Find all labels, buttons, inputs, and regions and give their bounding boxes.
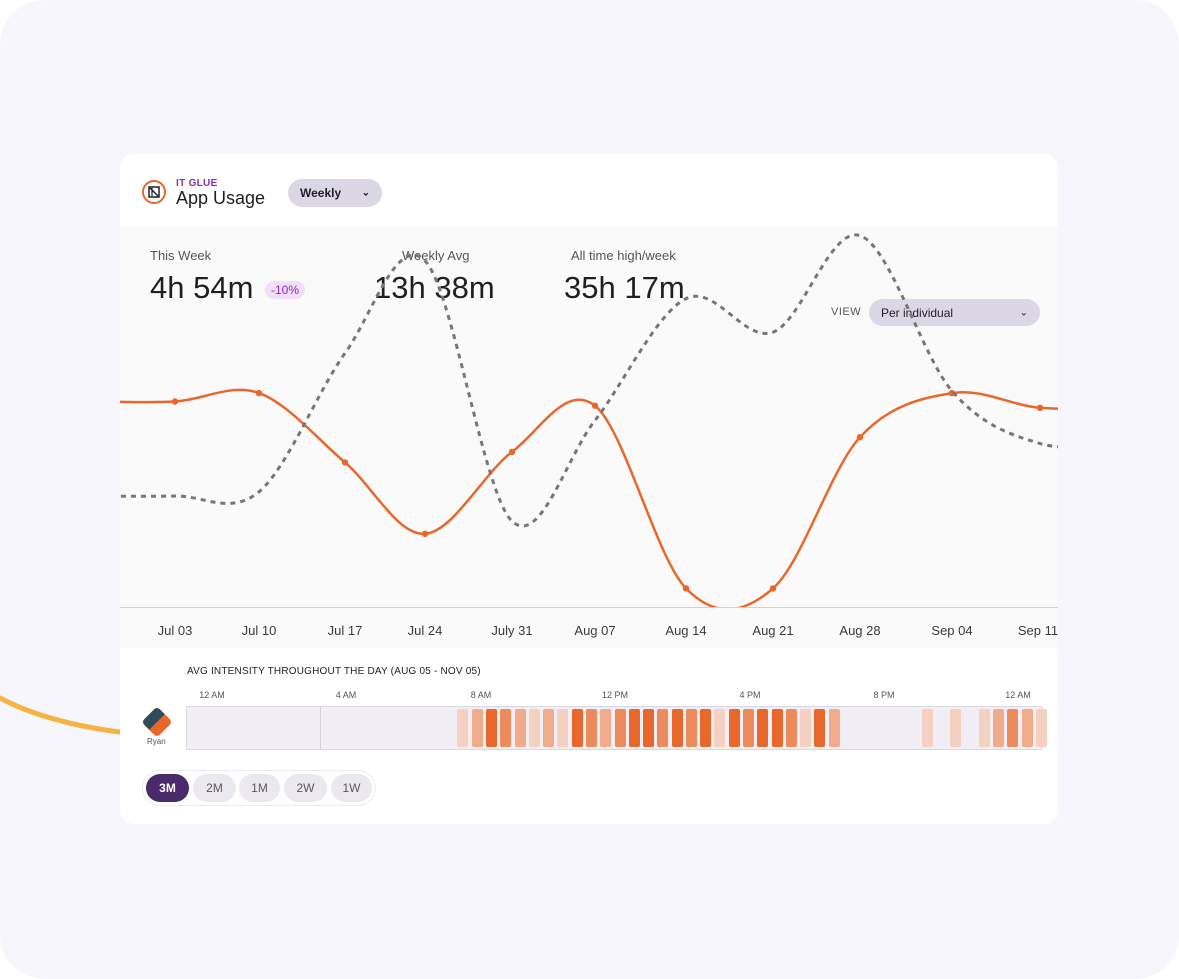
period-select-value: Weekly	[300, 186, 342, 200]
range-button-1w[interactable]: 1W	[331, 774, 372, 802]
x-tick-label: Sep 11	[1017, 623, 1058, 638]
view-label: VIEW	[831, 306, 862, 318]
brand-name: IT GLUE	[176, 178, 218, 189]
range-button-2m[interactable]: 2M	[193, 774, 236, 802]
heatmap-cell[interactable]	[771, 709, 783, 747]
this-week-value: 4h 54m	[150, 270, 254, 305]
heatmap-cell[interactable]	[485, 709, 497, 747]
heatmap-cell[interactable]	[571, 709, 583, 747]
data-point[interactable]	[682, 585, 690, 592]
this-week-label: This Week	[150, 248, 212, 263]
data-point[interactable]	[769, 585, 777, 592]
heatmap-cell[interactable]	[1007, 709, 1019, 747]
data-point[interactable]	[856, 434, 864, 441]
view-select[interactable]: Per individual ⌄	[869, 299, 1040, 326]
data-point[interactable]	[421, 530, 429, 537]
heatmap-cell[interactable]	[628, 709, 640, 747]
heatmap-divider	[320, 707, 321, 749]
heatmap-cell[interactable]	[1035, 709, 1047, 747]
heatmap-cell[interactable]	[921, 709, 933, 747]
heatmap-cell[interactable]	[457, 709, 469, 747]
heatmap-title: AVG INTENSITY THROUGHOUT THE DAY (AUG 05…	[187, 666, 481, 677]
weekly-avg-value: 13h 38m	[374, 270, 495, 305]
usage-line-chart	[120, 233, 1058, 611]
heatmap-cell[interactable]	[685, 709, 697, 747]
app-usage-card: IT GLUE App Usage Weekly ⌄ This Week 4h …	[120, 154, 1058, 824]
chevron-down-icon: ⌄	[1019, 307, 1028, 318]
x-tick-label: July 31	[491, 623, 533, 638]
user-name: Ryan	[147, 737, 166, 746]
data-point[interactable]	[1036, 404, 1044, 411]
page-title: App Usage	[176, 188, 266, 208]
x-tick-label: Jul 10	[241, 623, 277, 638]
heatmap-cell[interactable]	[614, 709, 626, 747]
heatmap-cell[interactable]	[600, 709, 612, 747]
data-point[interactable]	[508, 448, 516, 456]
period-select[interactable]: Weekly ⌄	[288, 179, 382, 207]
range-button-2w[interactable]: 2W	[284, 774, 327, 802]
view-select-value: Per individual	[881, 305, 954, 320]
heatmap-cell[interactable]	[500, 709, 512, 747]
this-week-delta-badge: -10%	[265, 281, 306, 299]
x-tick-label: Aug 14	[665, 623, 707, 638]
time-tick-label: 12 AM	[199, 690, 225, 700]
data-point[interactable]	[255, 389, 263, 397]
heatmap-cell[interactable]	[785, 709, 797, 747]
data-point[interactable]	[341, 459, 349, 466]
heatmap-cell[interactable]	[514, 709, 526, 747]
time-tick-label: 4 AM	[335, 690, 357, 700]
user-avatar	[141, 706, 173, 738]
it-glue-logo-icon	[142, 180, 166, 204]
series-line-average	[120, 233, 1058, 528]
time-tick-label: 8 AM	[470, 690, 492, 700]
heatmap-cell[interactable]	[814, 709, 826, 747]
chart-x-axis: Jul 03 Jul 10 Jul 17 Jul 24 July 31 Aug 07 Aug…	[120, 607, 1058, 648]
series-line-individual	[120, 388, 1058, 611]
x-tick-label: Jul 03	[157, 623, 193, 638]
all-time-high-value: 35h 17m	[564, 270, 685, 305]
heatmap-cell[interactable]	[993, 709, 1004, 747]
x-tick-label: Aug 21	[752, 623, 794, 638]
range-selector	[142, 770, 376, 806]
data-point[interactable]	[591, 402, 599, 409]
heatmap-cell[interactable]	[757, 709, 769, 747]
x-tick-label: Jul 24	[407, 623, 443, 638]
time-tick-label: 12 AM	[1005, 690, 1031, 700]
heatmap-cell[interactable]	[657, 709, 669, 747]
heatmap-cell[interactable]	[950, 709, 962, 747]
heatmap-cell[interactable]	[700, 709, 712, 747]
heatmap-cell[interactable]	[585, 709, 597, 747]
range-button-3m[interactable]: 3M	[146, 774, 189, 802]
x-tick-label: Aug 07	[574, 623, 616, 638]
x-tick-label: Sep 04	[931, 623, 973, 638]
weekly-avg-label: Weekly Avg	[402, 248, 470, 263]
all-time-high-label: All time high/week	[571, 248, 676, 263]
data-point[interactable]	[171, 398, 179, 405]
card-header: IT GLUE App Usage Weekly ⌄	[120, 154, 1058, 226]
heatmap-cell[interactable]	[471, 709, 483, 747]
chevron-down-icon: ⌄	[361, 187, 370, 199]
heatmap-cell[interactable]	[800, 709, 812, 747]
time-tick-label: 4 PM	[739, 690, 761, 700]
heatmap-cell[interactable]	[543, 709, 555, 747]
heatmap-cell[interactable]	[828, 709, 840, 747]
heatmap-cell[interactable]	[643, 709, 655, 747]
heatmap-cell[interactable]	[743, 709, 755, 747]
x-tick-label: Aug 28	[839, 623, 881, 638]
heatmap-cell[interactable]	[1021, 709, 1033, 747]
heatmap-cell[interactable]	[728, 709, 740, 747]
range-button-1m[interactable]: 1M	[239, 774, 280, 802]
heatmap-cell[interactable]	[671, 709, 683, 747]
time-tick-label: 8 PM	[873, 690, 895, 700]
heatmap-cell[interactable]	[714, 709, 726, 747]
time-tick-label: 12 PM	[601, 690, 629, 700]
heatmap-cell[interactable]	[978, 709, 990, 747]
heatmap-cell[interactable]	[528, 709, 540, 747]
heatmap-cell[interactable]	[557, 709, 569, 747]
x-tick-label: Jul 17	[327, 623, 363, 638]
